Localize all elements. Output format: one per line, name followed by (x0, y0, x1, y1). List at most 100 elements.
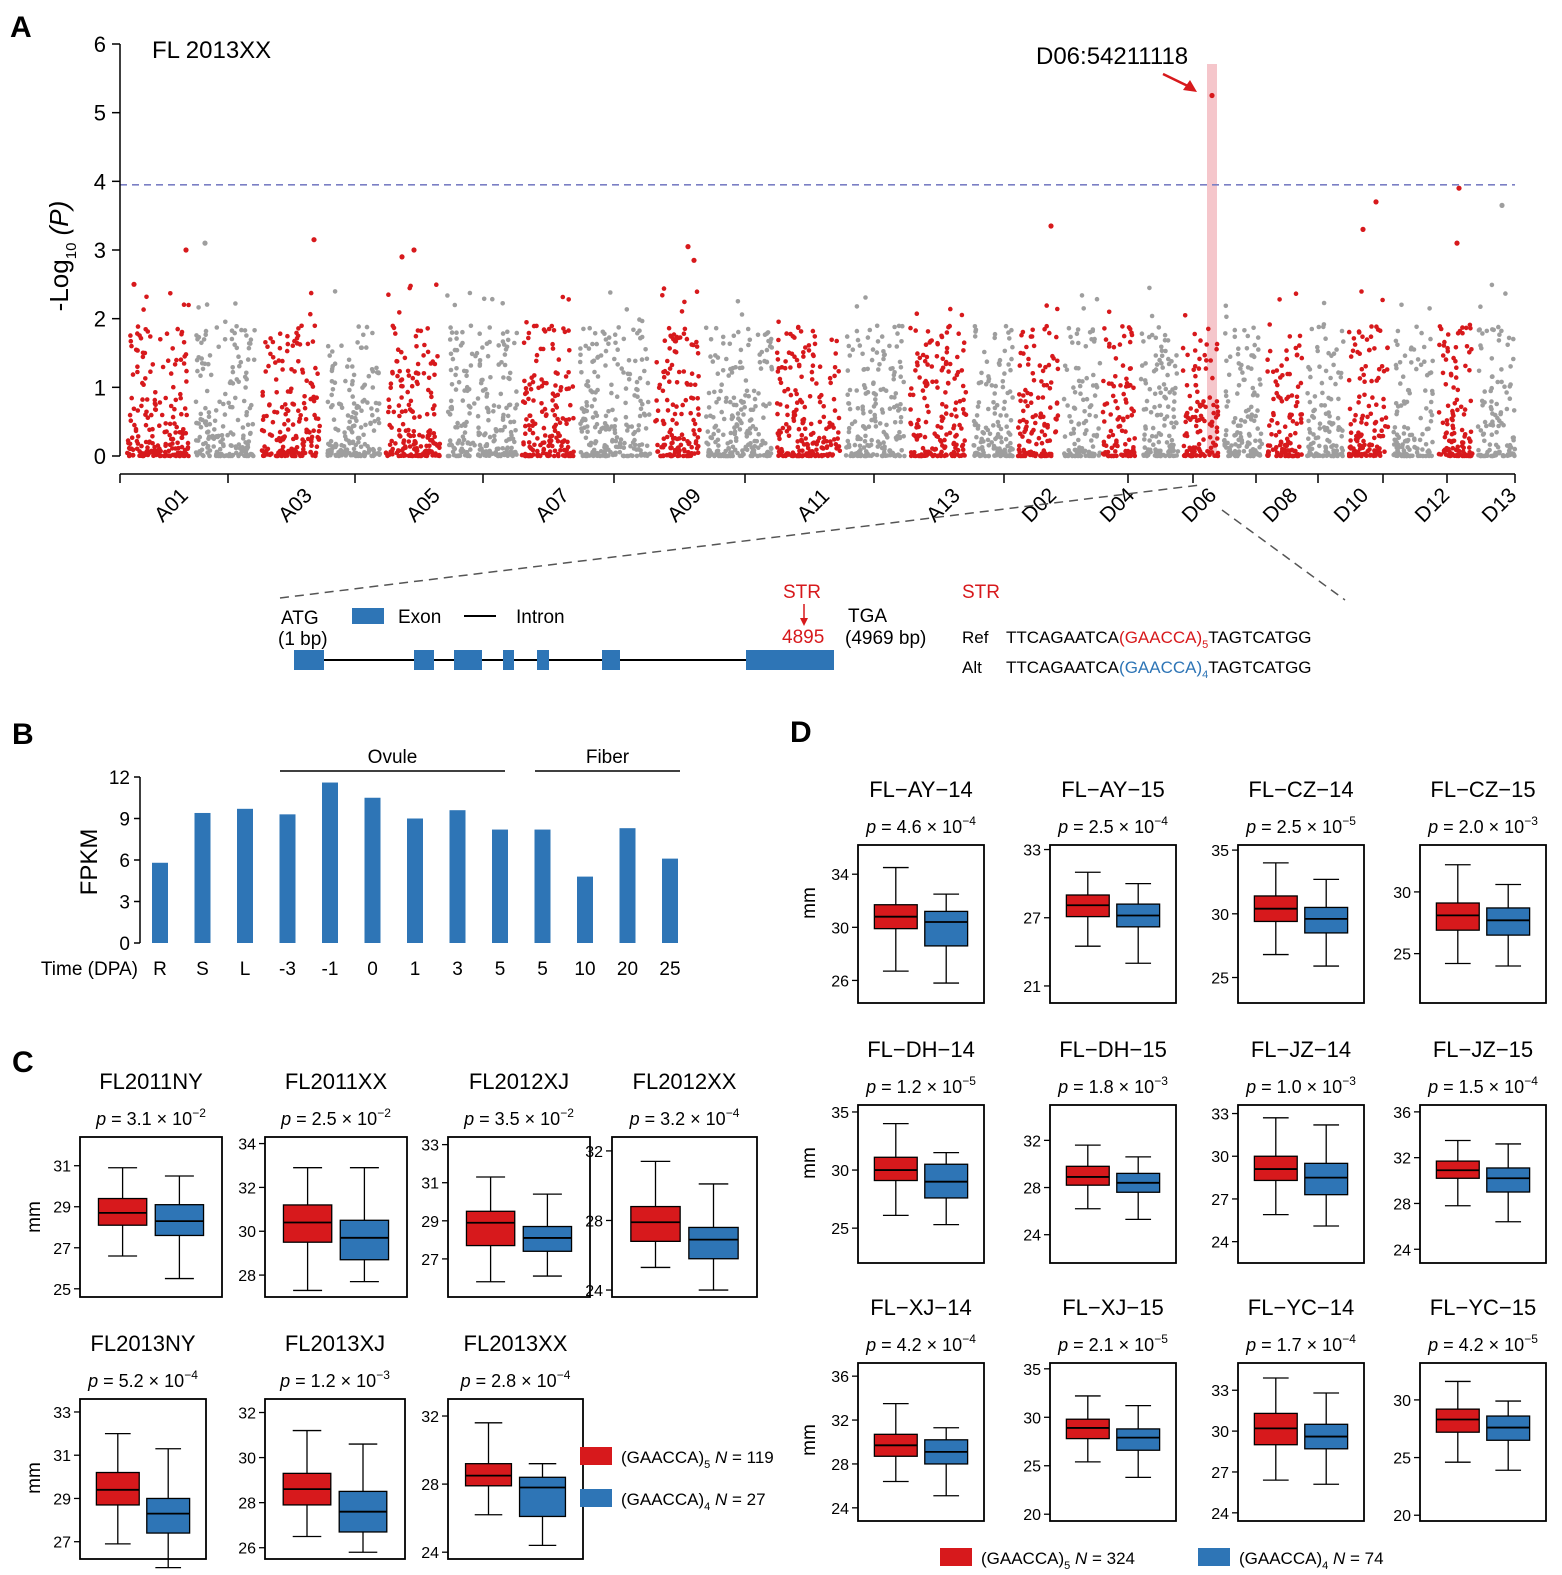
snp-point (1003, 436, 1009, 442)
snp-point (268, 351, 273, 357)
snp-point (475, 452, 481, 458)
snp-point (246, 341, 252, 346)
snp-point (424, 411, 430, 417)
snp-point (315, 371, 320, 377)
snp-point (421, 371, 427, 376)
snp-point (694, 339, 699, 345)
snp-point (833, 351, 838, 356)
snp-point (1405, 445, 1410, 450)
boxplot-y-tick-label: 33 (1023, 843, 1041, 860)
snp-point (1153, 335, 1159, 341)
snp-point (763, 441, 768, 446)
snp-point (464, 419, 469, 425)
snp-point (675, 335, 681, 341)
snp-point (265, 344, 270, 350)
snp-point (1106, 309, 1112, 315)
snp-point (719, 409, 724, 415)
snp-point (1401, 431, 1407, 436)
snp-point (1420, 447, 1425, 452)
boxplot-frame (1237, 1362, 1365, 1522)
snp-point (1158, 412, 1164, 418)
snp-point (1451, 385, 1456, 390)
snp-point (1463, 325, 1469, 331)
snp-point (204, 302, 210, 307)
snp-point (737, 427, 743, 432)
snp-point (283, 411, 289, 417)
snp-point (1443, 431, 1449, 436)
snp-point (1117, 415, 1122, 420)
snp-point (960, 383, 966, 389)
snp-point (935, 434, 941, 440)
snp-point (1282, 424, 1288, 430)
snp-point (962, 438, 967, 443)
snp-point (1374, 324, 1379, 330)
snp-point (638, 335, 643, 341)
snp-point (1041, 414, 1046, 420)
snp-point (799, 374, 804, 380)
snp-point (1131, 445, 1136, 450)
snp-point (661, 436, 667, 442)
snp-point (148, 369, 153, 375)
snp-point (695, 435, 701, 440)
legend-label: (GAACCA)4 N = 27 (621, 1490, 766, 1513)
snp-point (507, 376, 512, 382)
snp-point (205, 443, 211, 449)
snp-point (273, 377, 279, 382)
snp-point (135, 434, 141, 439)
snp-point (867, 327, 873, 333)
snp-point (1288, 432, 1293, 438)
snp-point (1124, 376, 1129, 382)
snp-point (832, 408, 838, 413)
snp-point (467, 290, 473, 296)
snp-point (1127, 366, 1133, 372)
bar-x-label: Time (DPA) (41, 959, 138, 980)
snp-point (480, 388, 486, 393)
snp-point (825, 453, 831, 459)
boxplot-y-tick-label: 31 (53, 1159, 71, 1176)
snp-point (681, 369, 687, 374)
snp-point (244, 409, 250, 415)
snp-point (280, 367, 285, 372)
snp-point (934, 379, 939, 384)
snp-point (549, 433, 555, 439)
snp-point (1074, 452, 1080, 458)
snp-point (486, 450, 491, 456)
snp-point (514, 389, 519, 394)
snp-point (1429, 388, 1435, 394)
snp-point (999, 439, 1004, 445)
chromosome-a13-points (907, 306, 969, 459)
snp-point (870, 452, 876, 457)
snp-point (245, 357, 251, 362)
snp-point (277, 331, 283, 337)
snp-point (251, 357, 257, 363)
snp-point (170, 346, 175, 351)
snp-point (763, 403, 769, 409)
notable-snp-point (691, 257, 697, 263)
snp-point (637, 443, 642, 448)
snp-point (280, 358, 285, 364)
snp-point (681, 447, 687, 452)
box-iqr (339, 1219, 390, 1261)
snp-point (1037, 363, 1043, 368)
snp-point (1035, 395, 1041, 401)
snp-point (799, 453, 805, 459)
snp-point (135, 369, 140, 375)
snp-point (535, 448, 540, 454)
snp-point (657, 382, 663, 388)
snp-point (984, 359, 990, 365)
snp-point (1163, 453, 1168, 459)
snp-point (146, 451, 151, 457)
boxplot-y-tick-label: 30 (1211, 1424, 1229, 1441)
box-iqr (1435, 902, 1480, 931)
peak-label: D06:54211118 (1036, 43, 1188, 70)
snp-point (502, 362, 508, 368)
snp-point (374, 407, 380, 413)
snp-point (526, 330, 532, 336)
snp-point (1414, 366, 1419, 372)
snp-point (349, 382, 355, 387)
snp-point (1367, 453, 1373, 458)
snp-point (1147, 285, 1152, 291)
snp-point (388, 449, 394, 455)
snp-point (1208, 358, 1213, 363)
snp-point (1507, 451, 1512, 457)
